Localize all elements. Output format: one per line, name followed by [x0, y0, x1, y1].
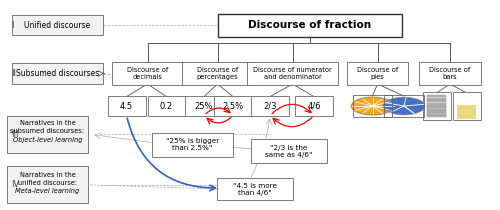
Text: "25% is bigger
than 2.5%": "25% is bigger than 2.5%" — [166, 138, 219, 151]
FancyBboxPatch shape — [422, 92, 450, 120]
Text: 2.5%: 2.5% — [222, 102, 244, 110]
FancyBboxPatch shape — [427, 98, 446, 100]
FancyBboxPatch shape — [246, 62, 338, 85]
FancyBboxPatch shape — [427, 102, 446, 105]
Text: unified discourse:: unified discourse: — [18, 180, 77, 186]
FancyBboxPatch shape — [12, 63, 104, 84]
FancyBboxPatch shape — [295, 96, 333, 116]
FancyBboxPatch shape — [427, 110, 446, 112]
FancyBboxPatch shape — [427, 113, 446, 114]
Text: 25%: 25% — [195, 102, 213, 110]
FancyBboxPatch shape — [214, 96, 252, 116]
Text: IV: IV — [11, 180, 19, 189]
FancyBboxPatch shape — [427, 108, 446, 110]
FancyBboxPatch shape — [148, 96, 186, 116]
Text: "4.5 is more
than 4/6": "4.5 is more than 4/6" — [233, 182, 277, 196]
Text: Discourse of
decimals: Discourse of decimals — [127, 67, 168, 80]
FancyBboxPatch shape — [251, 96, 289, 116]
FancyBboxPatch shape — [452, 92, 480, 120]
Text: Discourse of fraction: Discourse of fraction — [248, 20, 372, 30]
Text: Discourse of
percentages: Discourse of percentages — [196, 67, 238, 80]
Text: III: III — [11, 130, 18, 139]
FancyBboxPatch shape — [7, 166, 88, 203]
FancyBboxPatch shape — [347, 62, 408, 85]
Text: II: II — [11, 69, 16, 78]
FancyBboxPatch shape — [185, 96, 223, 116]
Text: Unified discourse: Unified discourse — [24, 21, 90, 30]
Text: 2/3: 2/3 — [263, 102, 277, 110]
Text: Discourse of
pies: Discourse of pies — [357, 67, 398, 80]
FancyBboxPatch shape — [7, 116, 88, 153]
Text: 0.2: 0.2 — [160, 102, 173, 110]
FancyBboxPatch shape — [108, 96, 146, 116]
FancyBboxPatch shape — [217, 178, 293, 200]
Text: "2/3 is the
same as 4/6": "2/3 is the same as 4/6" — [265, 145, 313, 158]
FancyBboxPatch shape — [112, 62, 183, 85]
Text: 4/6: 4/6 — [307, 102, 321, 110]
Text: subsumed discourses:: subsumed discourses: — [10, 128, 85, 134]
Text: Narratives in the: Narratives in the — [20, 172, 76, 178]
Circle shape — [352, 97, 394, 115]
FancyBboxPatch shape — [427, 95, 446, 97]
Text: Object-level learning: Object-level learning — [13, 136, 82, 143]
FancyBboxPatch shape — [182, 62, 253, 85]
FancyBboxPatch shape — [152, 133, 233, 157]
FancyBboxPatch shape — [427, 115, 446, 117]
Text: Discourse of
bars: Discourse of bars — [430, 67, 470, 80]
Text: Narratives in the: Narratives in the — [20, 120, 76, 126]
Text: Discourse of numerator
and denominator: Discourse of numerator and denominator — [253, 67, 332, 80]
FancyBboxPatch shape — [427, 100, 446, 102]
FancyBboxPatch shape — [12, 15, 104, 35]
FancyBboxPatch shape — [457, 105, 476, 118]
FancyBboxPatch shape — [218, 14, 402, 37]
Text: I: I — [11, 21, 14, 30]
Text: Subsumed discourses: Subsumed discourses — [16, 69, 99, 78]
FancyBboxPatch shape — [250, 139, 327, 163]
FancyBboxPatch shape — [419, 62, 481, 85]
Wedge shape — [383, 97, 425, 115]
Text: 4.5: 4.5 — [120, 102, 133, 110]
FancyBboxPatch shape — [427, 105, 446, 107]
Text: Meta-level learning: Meta-level learning — [16, 188, 80, 194]
